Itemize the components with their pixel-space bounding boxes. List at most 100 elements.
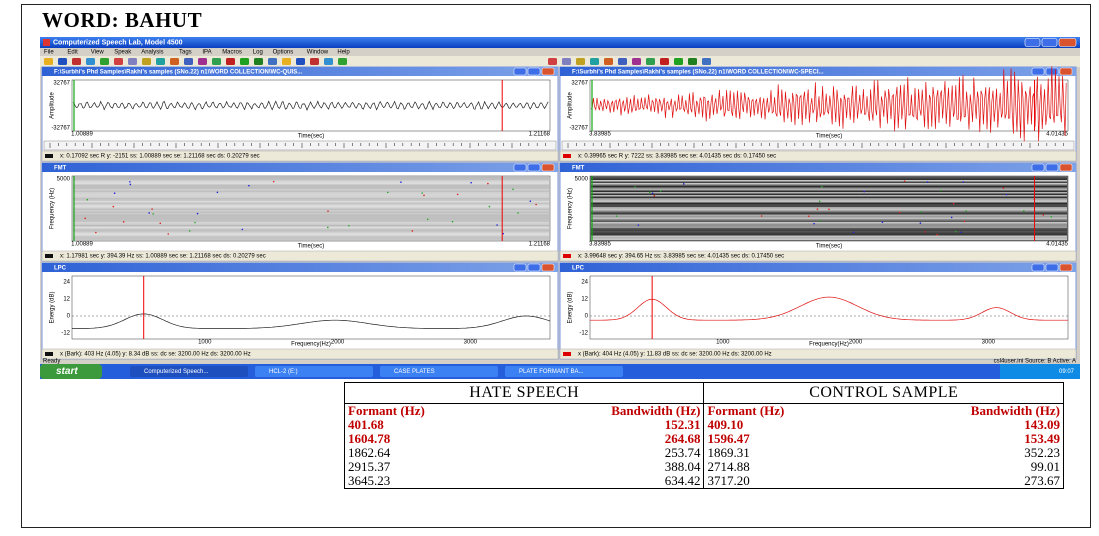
window-button[interactable]	[513, 67, 527, 76]
spectrogram-band	[73, 222, 549, 224]
tool-icon[interactable]	[226, 58, 235, 65]
tool-icon[interactable]	[604, 58, 613, 65]
start-button[interactable]	[40, 364, 102, 379]
window-button[interactable]	[541, 163, 555, 172]
tool-icon[interactable]	[590, 58, 599, 65]
formant-dot	[487, 182, 489, 185]
tool-icon[interactable]	[240, 58, 249, 65]
formant-dot	[963, 220, 966, 223]
tool-icon[interactable]	[338, 58, 347, 65]
task-button[interactable]	[255, 366, 373, 377]
tool-icon[interactable]	[660, 58, 669, 65]
menu-item[interactable]: Options	[273, 50, 294, 56]
table-cell: 264.68	[511, 432, 705, 446]
minimize-button[interactable]	[1024, 38, 1041, 47]
spectrogram-band	[73, 199, 549, 201]
spectrogram-band	[73, 229, 549, 231]
menu-item[interactable]: Help	[337, 50, 350, 56]
formant-dot	[502, 232, 505, 235]
formant-dot	[852, 231, 855, 234]
tool-icon[interactable]	[128, 58, 137, 65]
window-button[interactable]	[513, 263, 527, 272]
tool-icon[interactable]	[156, 58, 165, 65]
tool-icon[interactable]	[576, 58, 585, 65]
plot-area	[589, 275, 1069, 340]
tool-icon[interactable]	[324, 58, 333, 65]
tool-icon[interactable]	[282, 58, 291, 65]
window-button[interactable]	[541, 263, 555, 272]
tool-icon[interactable]	[646, 58, 655, 65]
tool-icon[interactable]	[100, 58, 109, 65]
table-cell: 2714.88	[707, 459, 750, 474]
spectrogram-band	[591, 183, 1067, 185]
window-button[interactable]	[1045, 263, 1059, 272]
tool-icon[interactable]	[198, 58, 207, 65]
formant-dot	[386, 191, 389, 194]
window-button[interactable]	[527, 263, 541, 272]
x-tick-label: 1.21168	[529, 242, 551, 248]
task-button[interactable]	[130, 366, 248, 377]
status-ready: Ready	[43, 359, 60, 365]
close-button[interactable]	[1058, 38, 1077, 47]
x-tick-label: 1.00889	[71, 132, 93, 138]
tool-icon[interactable]	[702, 58, 711, 65]
tool-icon[interactable]	[142, 58, 151, 65]
window-button[interactable]	[541, 67, 555, 76]
formant-dot	[216, 191, 219, 194]
spectrogram-band	[591, 204, 1067, 206]
menu-item[interactable]: Window	[307, 50, 329, 56]
tool-icon[interactable]	[688, 58, 697, 65]
tool-icon[interactable]	[674, 58, 683, 65]
menu-item[interactable]: Tags	[179, 50, 192, 56]
tool-icon[interactable]	[254, 58, 263, 65]
tool-icon[interactable]	[114, 58, 123, 65]
menu-item[interactable]: View	[91, 50, 105, 56]
menu-item[interactable]: Speak	[114, 50, 132, 56]
tool-icon[interactable]	[170, 58, 179, 65]
tool-icon[interactable]	[562, 58, 571, 65]
window-button[interactable]	[1059, 67, 1073, 76]
tool-icon[interactable]	[44, 58, 53, 65]
column-header: Bandwidth (Hz)	[511, 403, 705, 418]
window-button[interactable]	[527, 163, 541, 172]
tool-icon[interactable]	[58, 58, 67, 65]
formant-dot	[651, 192, 654, 194]
spectrogram-band	[591, 186, 1067, 188]
menu-item[interactable]: Log	[253, 50, 263, 56]
formant-dot	[167, 233, 170, 235]
window-button[interactable]	[513, 163, 527, 172]
window-button[interactable]	[1045, 163, 1059, 172]
tool-icon[interactable]	[212, 58, 221, 65]
maximize-button[interactable]	[1041, 38, 1058, 47]
tool-icon[interactable]	[296, 58, 305, 65]
spectrogram-band	[73, 217, 549, 219]
window-button[interactable]	[1031, 263, 1045, 272]
menu-item[interactable]: File	[44, 50, 54, 56]
tool-icon[interactable]	[72, 58, 81, 65]
task-button[interactable]	[505, 366, 623, 377]
panel: F:\Surbhi's Phd Samples\Rakhi's samples …	[41, 66, 559, 162]
tool-icon[interactable]	[632, 58, 641, 65]
spectrogram-band	[73, 190, 549, 192]
formant-dot	[122, 221, 125, 223]
channel-marker	[45, 254, 53, 258]
window-button[interactable]	[1031, 67, 1045, 76]
menu-item[interactable]: IPA	[202, 50, 211, 56]
formant-dot	[813, 222, 815, 225]
window-button[interactable]	[1059, 163, 1073, 172]
tool-icon[interactable]	[268, 58, 277, 65]
window-button[interactable]	[527, 67, 541, 76]
menu-item[interactable]: Edit	[67, 50, 78, 56]
window-button[interactable]	[1031, 163, 1045, 172]
menu-item[interactable]: Analysis	[141, 50, 163, 56]
tool-icon[interactable]	[86, 58, 95, 65]
tool-icon[interactable]	[618, 58, 627, 65]
task-button[interactable]	[380, 366, 498, 377]
tool-icon[interactable]	[310, 58, 319, 65]
tool-icon[interactable]	[184, 58, 193, 65]
menu-item[interactable]: Macros	[222, 50, 242, 56]
spectrogram-band	[591, 214, 1067, 216]
window-button[interactable]	[1059, 263, 1073, 272]
tool-icon[interactable]	[548, 58, 557, 65]
